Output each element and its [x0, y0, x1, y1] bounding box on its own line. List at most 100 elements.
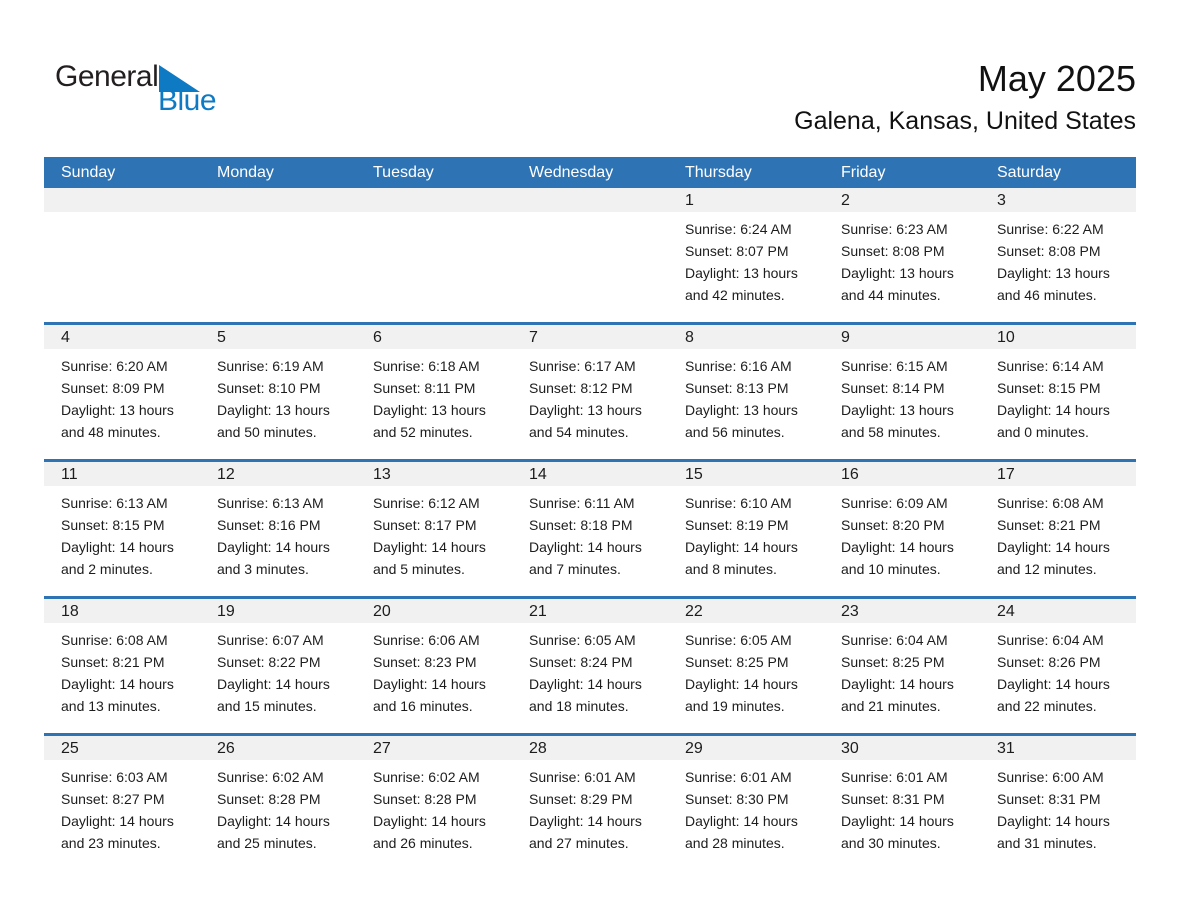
logo-word-general: General	[55, 60, 159, 93]
cell-info	[512, 212, 668, 218]
sunset-text: Sunset: 8:07 PM	[685, 243, 789, 259]
calendar-cell: 7 Sunrise: 6:17 AM Sunset: 8:12 PM Daylight…	[512, 325, 668, 459]
daylight-text: Daylight: 14 hours and 27 minutes.	[529, 813, 642, 851]
weekday-header-saturday: Saturday	[997, 164, 1062, 181]
sunset-text: Sunset: 8:29 PM	[529, 791, 633, 807]
calendar-cell: 19 Sunrise: 6:07 AM Sunset: 8:22 PM Dayligh…	[200, 599, 356, 733]
cell-info: Sunrise: 6:12 AM Sunset: 8:17 PM Daylight:…	[356, 486, 512, 580]
day-number: 25	[44, 736, 200, 760]
calendar-cell: 13 Sunrise: 6:12 AM Sunset: 8:17 PM Dayligh…	[356, 462, 512, 596]
calendar-cell: 5 Sunrise: 6:19 AM Sunset: 8:10 PM Daylight…	[200, 325, 356, 459]
calendar-cell: 31 Sunrise: 6:00 AM Sunset: 8:31 PM Dayligh…	[980, 736, 1136, 870]
sunrise-text: Sunrise: 6:02 AM	[217, 769, 324, 785]
sunrise-text: Sunrise: 6:07 AM	[217, 632, 324, 648]
daylight-text: Daylight: 13 hours and 42 minutes.	[685, 265, 798, 303]
sunrise-text: Sunrise: 6:02 AM	[373, 769, 480, 785]
sunrise-text: Sunrise: 6:22 AM	[997, 221, 1104, 237]
weekday-header-thursday: Thursday	[685, 164, 752, 181]
cell-info: Sunrise: 6:05 AM Sunset: 8:25 PM Daylight:…	[668, 623, 824, 717]
day-number	[512, 188, 668, 212]
day-number: 26	[200, 736, 356, 760]
calendar-cell: 3 Sunrise: 6:22 AM Sunset: 8:08 PM Daylight…	[980, 188, 1136, 322]
week-row: 11 Sunrise: 6:13 AM Sunset: 8:15 PM Dayligh…	[44, 459, 1136, 596]
sunset-text: Sunset: 8:15 PM	[997, 380, 1101, 396]
sunrise-text: Sunrise: 6:17 AM	[529, 358, 636, 374]
cell-info: Sunrise: 6:04 AM Sunset: 8:25 PM Daylight:…	[824, 623, 980, 717]
weekday-header-row: Sunday Monday Tuesday Wednesday Thursday…	[44, 157, 1136, 188]
daylight-text: Daylight: 14 hours and 10 minutes.	[841, 539, 954, 577]
calendar-cell: 15 Sunrise: 6:10 AM Sunset: 8:19 PM Dayligh…	[668, 462, 824, 596]
day-number: 9	[824, 325, 980, 349]
sunset-text: Sunset: 8:19 PM	[685, 517, 789, 533]
day-number: 24	[980, 599, 1136, 623]
sunset-text: Sunset: 8:18 PM	[529, 517, 633, 533]
sunset-text: Sunset: 8:16 PM	[217, 517, 321, 533]
daylight-text: Daylight: 14 hours and 21 minutes.	[841, 676, 954, 714]
daylight-text: Daylight: 14 hours and 28 minutes.	[685, 813, 798, 851]
day-number: 2	[824, 188, 980, 212]
cell-info: Sunrise: 6:02 AM Sunset: 8:28 PM Daylight:…	[356, 760, 512, 854]
cell-info: Sunrise: 6:17 AM Sunset: 8:12 PM Daylight:…	[512, 349, 668, 443]
sunrise-text: Sunrise: 6:01 AM	[529, 769, 636, 785]
sunset-text: Sunset: 8:14 PM	[841, 380, 945, 396]
calendar-cell: 9 Sunrise: 6:15 AM Sunset: 8:14 PM Daylight…	[824, 325, 980, 459]
daylight-text: Daylight: 14 hours and 7 minutes.	[529, 539, 642, 577]
sunset-text: Sunset: 8:09 PM	[61, 380, 165, 396]
day-number: 23	[824, 599, 980, 623]
sunset-text: Sunset: 8:13 PM	[685, 380, 789, 396]
sunset-text: Sunset: 8:21 PM	[61, 654, 165, 670]
sunrise-text: Sunrise: 6:16 AM	[685, 358, 792, 374]
cell-info: Sunrise: 6:02 AM Sunset: 8:28 PM Daylight:…	[200, 760, 356, 854]
daylight-text: Daylight: 14 hours and 3 minutes.	[217, 539, 330, 577]
sunrise-text: Sunrise: 6:00 AM	[997, 769, 1104, 785]
sunrise-text: Sunrise: 6:04 AM	[997, 632, 1104, 648]
daylight-text: Daylight: 14 hours and 18 minutes.	[529, 676, 642, 714]
sunrise-text: Sunrise: 6:14 AM	[997, 358, 1104, 374]
cell-info: Sunrise: 6:24 AM Sunset: 8:07 PM Daylight:…	[668, 212, 824, 306]
cell-info	[44, 212, 200, 218]
cell-info: Sunrise: 6:01 AM Sunset: 8:31 PM Daylight:…	[824, 760, 980, 854]
weekday-header-tuesday: Tuesday	[373, 164, 434, 181]
calendar-cell	[200, 188, 356, 322]
calendar-cell: 29 Sunrise: 6:01 AM Sunset: 8:30 PM Dayligh…	[668, 736, 824, 870]
daylight-text: Daylight: 14 hours and 8 minutes.	[685, 539, 798, 577]
daylight-text: Daylight: 14 hours and 25 minutes.	[217, 813, 330, 851]
week-row: 1 Sunrise: 6:24 AM Sunset: 8:07 PM Daylight…	[44, 188, 1136, 322]
sunrise-text: Sunrise: 6:04 AM	[841, 632, 948, 648]
week-row: 18 Sunrise: 6:08 AM Sunset: 8:21 PM Dayligh…	[44, 596, 1136, 733]
sunset-text: Sunset: 8:21 PM	[997, 517, 1101, 533]
calendar-cell: 23 Sunrise: 6:04 AM Sunset: 8:25 PM Dayligh…	[824, 599, 980, 733]
sunrise-text: Sunrise: 6:09 AM	[841, 495, 948, 511]
day-number: 28	[512, 736, 668, 760]
cell-info: Sunrise: 6:18 AM Sunset: 8:11 PM Daylight:…	[356, 349, 512, 443]
sunset-text: Sunset: 8:25 PM	[685, 654, 789, 670]
day-number: 8	[668, 325, 824, 349]
cell-info: Sunrise: 6:14 AM Sunset: 8:15 PM Daylight:…	[980, 349, 1136, 443]
cell-info: Sunrise: 6:00 AM Sunset: 8:31 PM Daylight:…	[980, 760, 1136, 854]
cell-info	[356, 212, 512, 218]
sunset-text: Sunset: 8:25 PM	[841, 654, 945, 670]
page-title: May 2025	[977, 58, 1136, 99]
cell-info: Sunrise: 6:13 AM Sunset: 8:15 PM Daylight:…	[44, 486, 200, 580]
calendar-cell	[44, 188, 200, 322]
calendar-cell	[512, 188, 668, 322]
sunrise-text: Sunrise: 6:18 AM	[373, 358, 480, 374]
calendar-cell: 16 Sunrise: 6:09 AM Sunset: 8:20 PM Dayligh…	[824, 462, 980, 596]
calendar-cell: 1 Sunrise: 6:24 AM Sunset: 8:07 PM Daylight…	[668, 188, 824, 322]
day-number	[356, 188, 512, 212]
daylight-text: Daylight: 13 hours and 54 minutes.	[529, 402, 642, 440]
calendar-cell: 28 Sunrise: 6:01 AM Sunset: 8:29 PM Dayligh…	[512, 736, 668, 870]
sunset-text: Sunset: 8:17 PM	[373, 517, 477, 533]
calendar-cell: 22 Sunrise: 6:05 AM Sunset: 8:25 PM Dayligh…	[668, 599, 824, 733]
sunset-text: Sunset: 8:10 PM	[217, 380, 321, 396]
day-number: 11	[44, 462, 200, 486]
sunrise-text: Sunrise: 6:05 AM	[685, 632, 792, 648]
sunset-text: Sunset: 8:24 PM	[529, 654, 633, 670]
daylight-text: Daylight: 13 hours and 50 minutes.	[217, 402, 330, 440]
calendar-body: 1 Sunrise: 6:24 AM Sunset: 8:07 PM Daylight…	[44, 188, 1136, 870]
sunrise-text: Sunrise: 6:06 AM	[373, 632, 480, 648]
cell-info: Sunrise: 6:23 AM Sunset: 8:08 PM Daylight:…	[824, 212, 980, 306]
daylight-text: Daylight: 14 hours and 13 minutes.	[61, 676, 174, 714]
day-number: 30	[824, 736, 980, 760]
day-number: 18	[44, 599, 200, 623]
